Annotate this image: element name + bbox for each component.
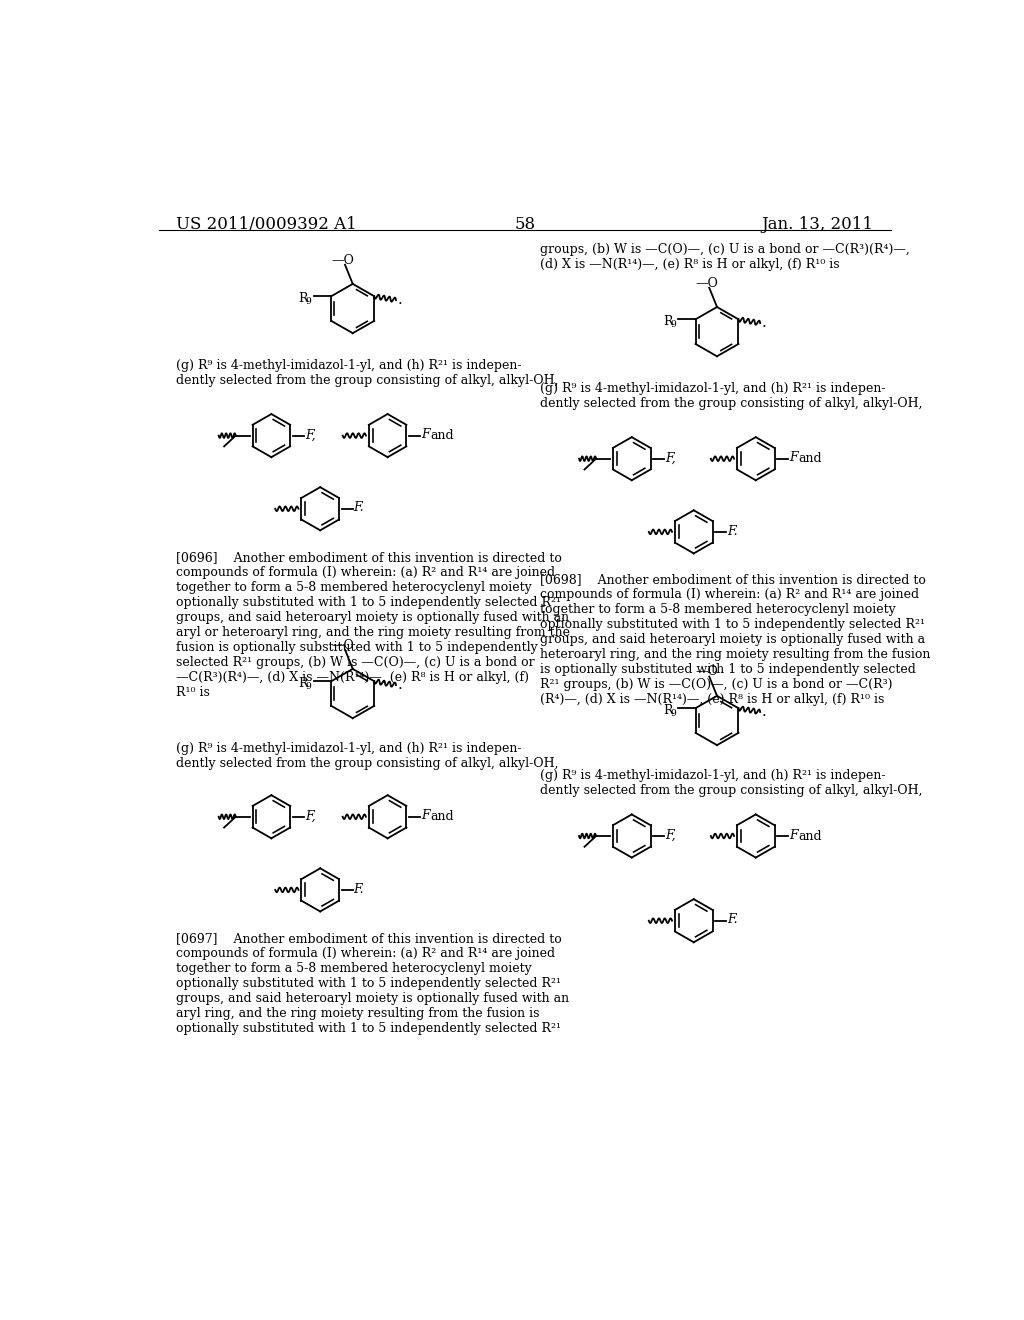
Text: ·: · xyxy=(397,682,402,696)
Text: 58: 58 xyxy=(514,216,536,234)
Text: —O: —O xyxy=(695,665,718,678)
Text: (g) R⁹ is 4-methyl-imidazol-1-yl, and (h) R²¹ is indepen-
dently selected from t: (g) R⁹ is 4-methyl-imidazol-1-yl, and (h… xyxy=(176,742,558,770)
Text: F: F xyxy=(790,829,798,842)
Text: F: F xyxy=(790,451,798,465)
Text: ·: · xyxy=(762,709,767,723)
Text: F,: F, xyxy=(665,451,676,465)
Text: [0696]    Another embodiment of this invention is directed to
compounds of formu: [0696] Another embodiment of this invent… xyxy=(176,552,570,700)
Text: and: and xyxy=(430,429,454,442)
Text: 9: 9 xyxy=(306,297,311,306)
Text: —O: —O xyxy=(695,277,718,289)
Text: 9: 9 xyxy=(306,682,311,690)
Text: F,: F, xyxy=(305,809,315,822)
Text: ·: · xyxy=(397,297,402,312)
Text: —O: —O xyxy=(331,639,354,652)
Text: R: R xyxy=(663,315,673,329)
Text: (g) R⁹ is 4-methyl-imidazol-1-yl, and (h) R²¹ is indepen-
dently selected from t: (g) R⁹ is 4-methyl-imidazol-1-yl, and (h… xyxy=(541,381,923,409)
Text: and: and xyxy=(799,453,822,465)
Text: R: R xyxy=(299,293,308,305)
Text: and: and xyxy=(430,810,454,824)
Text: F: F xyxy=(421,428,430,441)
Text: ·: · xyxy=(762,321,767,334)
Text: F.: F. xyxy=(353,883,365,896)
Text: US 2011/0009392 A1: US 2011/0009392 A1 xyxy=(176,216,356,234)
Text: groups, (b) W is —C(O)—, (c) U is a bond or —C(R³)(R⁴)—,
(d) X is —N(R¹⁴)—, (e) : groups, (b) W is —C(O)—, (c) U is a bond… xyxy=(541,243,910,271)
Text: [0697]    Another embodiment of this invention is directed to
compounds of formu: [0697] Another embodiment of this invent… xyxy=(176,932,569,1035)
Text: F,: F, xyxy=(665,829,676,842)
Text: F.: F. xyxy=(727,913,737,927)
Text: [0698]    Another embodiment of this invention is directed to
compounds of formu: [0698] Another embodiment of this invent… xyxy=(541,573,931,706)
Text: F.: F. xyxy=(727,524,737,537)
Text: (g) R⁹ is 4-methyl-imidazol-1-yl, and (h) R²¹ is indepen-
dently selected from t: (g) R⁹ is 4-methyl-imidazol-1-yl, and (h… xyxy=(176,359,558,387)
Text: 9: 9 xyxy=(670,709,676,718)
Text: F,: F, xyxy=(305,428,315,441)
Text: F: F xyxy=(421,809,430,822)
Text: F.: F. xyxy=(353,502,365,515)
Text: Jan. 13, 2011: Jan. 13, 2011 xyxy=(762,216,873,234)
Text: 9: 9 xyxy=(670,321,676,329)
Text: and: and xyxy=(799,829,822,842)
Text: (g) R⁹ is 4-methyl-imidazol-1-yl, and (h) R²¹ is indepen-
dently selected from t: (g) R⁹ is 4-methyl-imidazol-1-yl, and (h… xyxy=(541,770,923,797)
Text: —O: —O xyxy=(331,253,354,267)
Text: R: R xyxy=(299,677,308,690)
Text: R: R xyxy=(663,705,673,717)
